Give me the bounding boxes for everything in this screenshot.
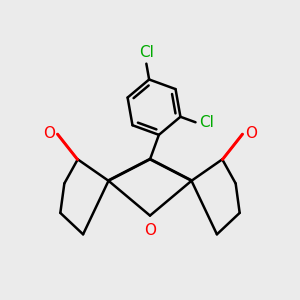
Text: O: O [144,223,156,238]
Text: O: O [43,126,55,141]
Text: O: O [245,126,257,141]
Text: Cl: Cl [139,45,154,60]
Text: Cl: Cl [200,115,214,130]
